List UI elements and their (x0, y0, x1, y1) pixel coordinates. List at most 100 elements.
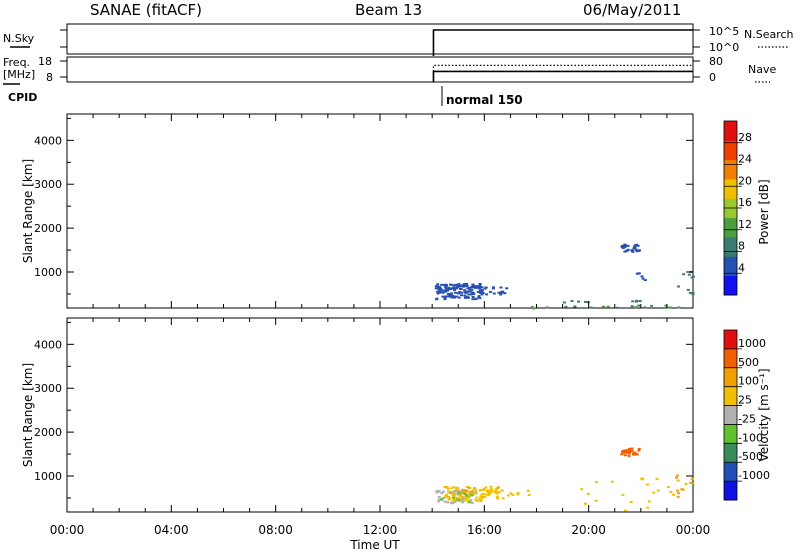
data-point (652, 491, 656, 494)
freq-label-1: Freq. (3, 56, 30, 69)
data-point (497, 491, 501, 494)
data-point (481, 292, 485, 295)
data-point (443, 486, 447, 488)
data-point (437, 496, 441, 498)
data-point (445, 295, 449, 298)
data-point (451, 294, 455, 297)
data-point (489, 290, 492, 293)
data-point (451, 287, 455, 290)
data-point (492, 286, 495, 289)
data-point (630, 447, 634, 450)
data-point (689, 481, 693, 484)
data-point (474, 298, 478, 301)
data-point (505, 287, 509, 290)
data-point (636, 244, 640, 247)
data-point (676, 474, 680, 477)
power-colorbar-label: Power [dB] (757, 179, 771, 244)
data-point (463, 294, 467, 297)
beam-label: Beam 13 (355, 1, 422, 19)
x-axis-ticklabels: 00:00 04:00 08:00 12:00 16:00 20:00 00:00 (50, 523, 711, 537)
data-point (643, 279, 647, 282)
data-point (489, 488, 493, 491)
data-point (440, 498, 444, 501)
data-point (501, 291, 505, 294)
colorbar-tick-label: 28 (738, 131, 752, 144)
power-scatter (434, 243, 695, 310)
data-point (455, 295, 459, 298)
data-point (452, 486, 456, 489)
data-point (455, 286, 459, 289)
data-point (675, 489, 679, 492)
data-point (688, 291, 692, 294)
data-point (623, 250, 627, 253)
data-point (691, 291, 695, 294)
data-point (464, 490, 468, 492)
colorbar-segment (724, 330, 737, 350)
x-tick-label: 16:00 (467, 523, 502, 537)
data-point (621, 451, 625, 454)
data-point (459, 498, 462, 501)
data-point (459, 490, 463, 493)
data-point (490, 490, 494, 493)
data-point (627, 452, 631, 455)
data-point (469, 499, 473, 502)
data-point (461, 492, 465, 495)
data-point (449, 283, 452, 286)
data-point (442, 284, 446, 287)
data-point (457, 283, 461, 286)
colorbar-tick-label: 1000 (738, 337, 766, 350)
data-point (497, 291, 501, 294)
data-point (500, 489, 504, 492)
data-point (584, 300, 587, 303)
data-point (441, 295, 445, 298)
data-point (492, 292, 496, 295)
nave-tick-top: 80 (709, 55, 723, 68)
data-point (437, 498, 441, 501)
data-point (677, 306, 681, 309)
data-point (620, 246, 624, 249)
colorbar-tick-label: 20 (738, 174, 752, 187)
colorbar-segment (724, 140, 737, 161)
data-point (449, 492, 453, 495)
data-point (454, 489, 458, 492)
y-tick-label: 1000 (34, 266, 62, 279)
data-point (467, 501, 471, 504)
data-point (463, 291, 467, 294)
data-point (634, 248, 638, 251)
colorbar-segment (724, 159, 737, 180)
data-point (624, 244, 628, 247)
data-point (463, 289, 467, 292)
data-point (452, 494, 456, 497)
data-point (573, 305, 577, 308)
data-point (453, 291, 457, 294)
data-point (446, 289, 450, 292)
data-point (690, 477, 694, 480)
data-point (477, 285, 481, 288)
colorbar-segment (724, 348, 737, 369)
colorbar-tick-label: -100 (738, 431, 763, 444)
data-point (437, 285, 441, 288)
data-point (437, 490, 441, 492)
data-point (564, 305, 568, 308)
data-point (473, 490, 477, 493)
data-point (478, 283, 482, 285)
data-point (494, 491, 498, 494)
data-point (470, 286, 474, 289)
x-tick-label: 08:00 (258, 523, 293, 537)
data-point (476, 291, 480, 293)
data-point (470, 501, 474, 504)
data-point (453, 499, 457, 502)
data-point (445, 288, 449, 291)
data-point (435, 490, 439, 493)
data-point (480, 493, 484, 496)
data-point (620, 245, 624, 247)
data-point (499, 292, 503, 295)
data-point (499, 286, 503, 289)
cpid-value: normal 150 (446, 93, 523, 107)
data-point (641, 478, 644, 481)
colorbar-segment (724, 367, 737, 388)
data-point (646, 483, 649, 486)
data-point (450, 292, 454, 295)
date-label: 06/May/2011 (583, 1, 681, 19)
data-point (496, 497, 500, 500)
